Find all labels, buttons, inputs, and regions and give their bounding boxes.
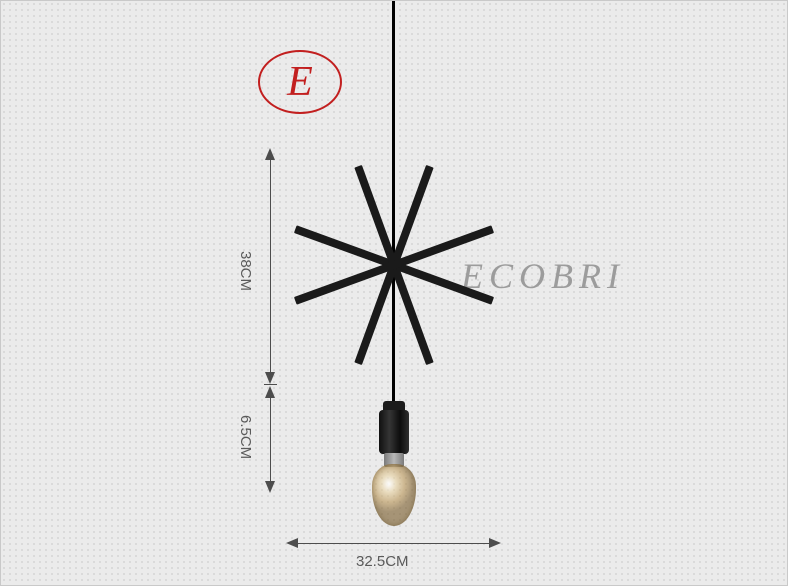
arrowhead-icon	[265, 481, 275, 493]
brand-logo-letter: E	[287, 58, 313, 106]
dim-line-width	[298, 543, 489, 544]
brand-watermark: ECOBRI	[461, 255, 625, 297]
lamp-socket-body	[379, 410, 409, 454]
dim-tick	[264, 384, 277, 385]
dim-label-height-lower: 6.5CM	[237, 415, 254, 459]
arrowhead-icon	[265, 372, 275, 384]
dim-line-height-upper	[270, 160, 271, 372]
arrowhead-icon	[265, 386, 275, 398]
product-dimension-diagram: E ECOBRI 38CM 6.5CM 32.5CM	[0, 0, 788, 586]
arrowhead-icon	[265, 148, 275, 160]
lamp-bulb	[372, 464, 416, 526]
arrowhead-icon	[286, 538, 298, 548]
lamp-cord	[392, 1, 395, 406]
brand-logo-badge: E	[258, 50, 342, 114]
arrowhead-icon	[489, 538, 501, 548]
dim-label-height-upper: 38CM	[237, 251, 254, 291]
dim-label-width: 32.5CM	[356, 553, 409, 570]
dim-line-height-lower	[270, 398, 271, 481]
